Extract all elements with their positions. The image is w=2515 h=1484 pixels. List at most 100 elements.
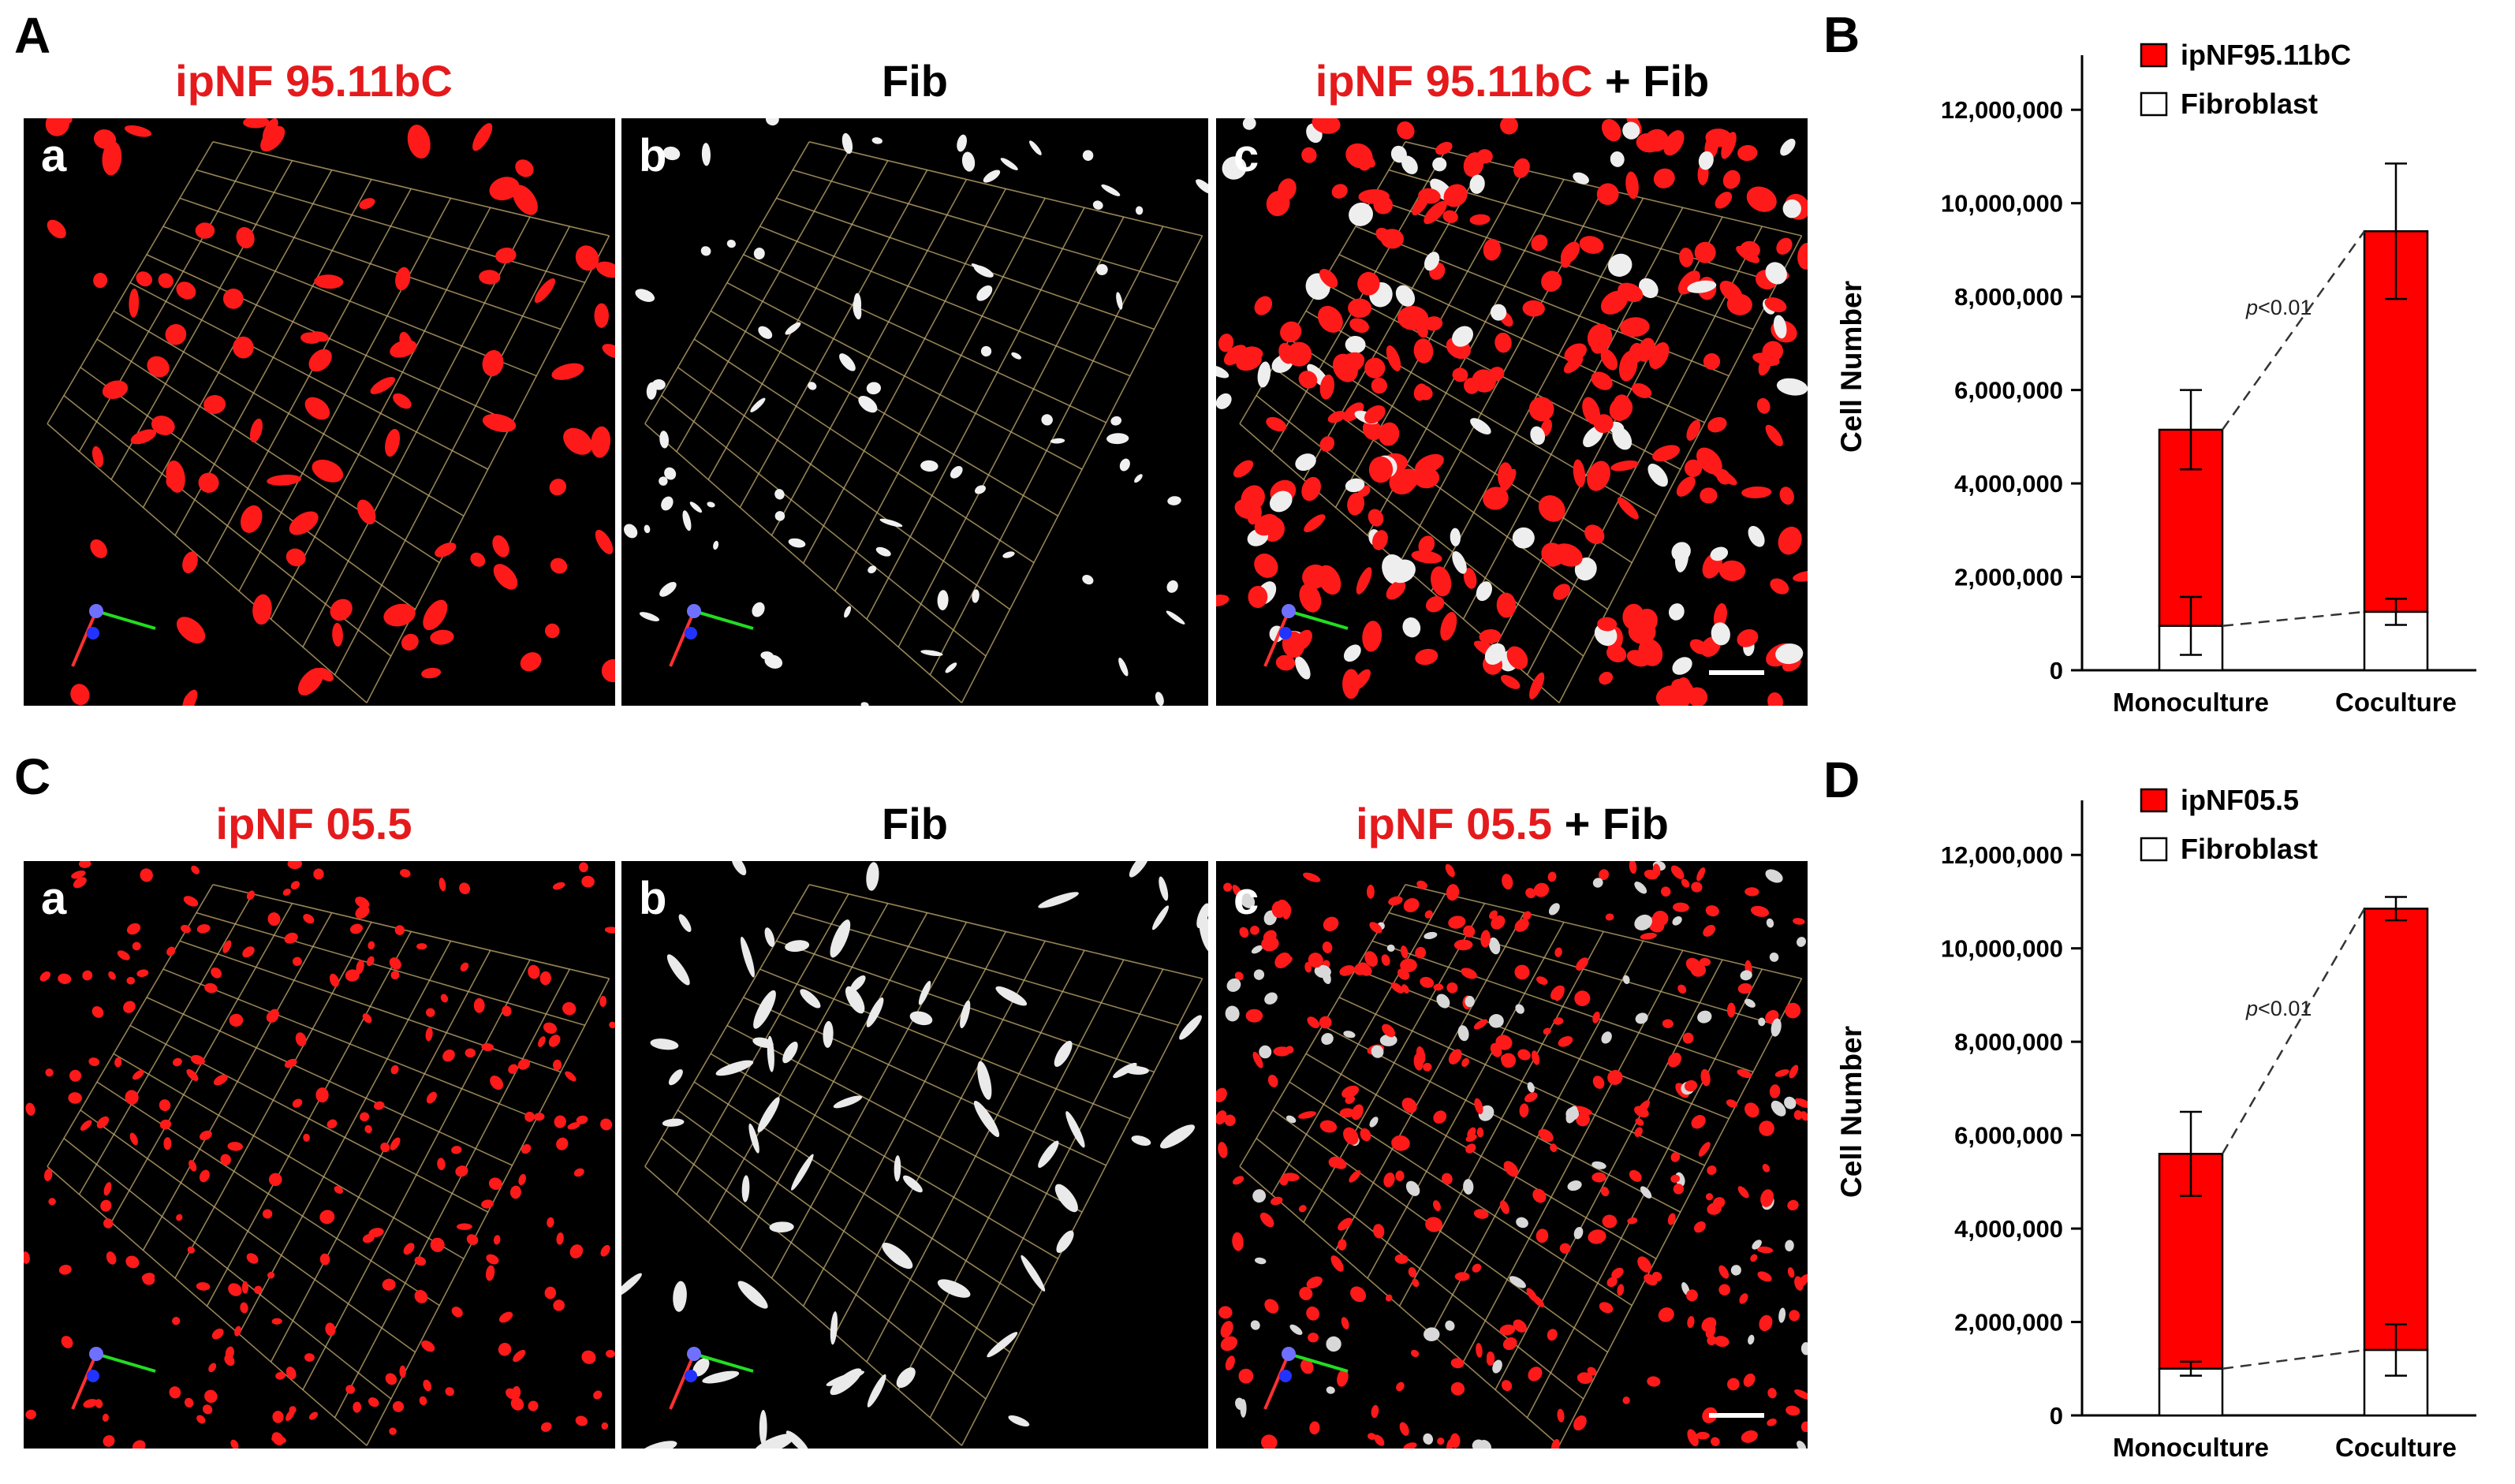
cell <box>644 524 651 534</box>
cell <box>1672 657 1692 675</box>
cell <box>151 416 175 435</box>
cell <box>882 1243 913 1270</box>
cell <box>1730 1265 1741 1276</box>
cell <box>1601 118 1621 142</box>
cell <box>753 990 776 1029</box>
cell <box>713 540 719 550</box>
sublabel: c <box>1233 873 1259 924</box>
cell <box>1722 170 1741 189</box>
cell <box>126 976 136 985</box>
cell <box>1401 1098 1417 1113</box>
cell <box>554 1115 566 1128</box>
cell <box>1248 585 1268 609</box>
cell <box>1588 1229 1606 1244</box>
cell <box>173 1057 182 1067</box>
cell <box>196 924 211 934</box>
cell <box>1690 963 1707 977</box>
cell <box>1524 1092 1538 1102</box>
cell <box>1242 118 1256 130</box>
cell <box>1573 1415 1587 1431</box>
cell <box>1216 364 1230 378</box>
cell <box>1651 445 1681 462</box>
grid <box>47 884 610 1446</box>
cell <box>103 1182 112 1196</box>
cell <box>1373 1224 1385 1239</box>
cell <box>682 510 692 531</box>
cell <box>1390 982 1404 994</box>
cell <box>1348 298 1372 319</box>
cell <box>830 919 851 958</box>
cell <box>267 474 301 486</box>
cell <box>659 476 668 486</box>
cell <box>1452 550 1467 574</box>
grid-line <box>866 207 1085 620</box>
cell <box>753 1434 795 1449</box>
cell <box>1309 1421 1320 1435</box>
cell <box>1082 575 1094 585</box>
cell <box>1531 234 1548 252</box>
cell <box>1500 118 1518 135</box>
cell <box>1408 1267 1417 1277</box>
axes-glyph <box>1263 1347 1349 1410</box>
panel-title-a-3: ipNF 95.11bC + Fib <box>1218 55 1806 106</box>
cell <box>1785 1002 1801 1019</box>
cells <box>45 118 615 706</box>
legend-swatch <box>2140 91 2168 117</box>
cell <box>640 1441 677 1449</box>
cell <box>230 1439 239 1449</box>
cell <box>1223 882 1233 892</box>
cell <box>455 1165 468 1177</box>
cell <box>1167 496 1181 505</box>
grid <box>644 141 1203 703</box>
cell <box>512 1385 521 1400</box>
cell <box>1374 1434 1385 1446</box>
cell <box>1764 297 1787 313</box>
axis-y-arrow <box>669 1353 696 1410</box>
cell <box>548 1035 561 1047</box>
cell <box>1526 1288 1538 1303</box>
micrograph-c-tumor: a <box>24 861 615 1449</box>
cell <box>1253 969 1265 980</box>
cell <box>1679 248 1694 267</box>
grid-line <box>1526 226 1763 676</box>
cell <box>421 667 442 679</box>
x-tick-label: Coculture <box>2335 688 2457 717</box>
cell <box>359 198 375 210</box>
cell <box>1401 945 1409 959</box>
cell <box>364 1124 372 1134</box>
cell <box>1166 580 1178 593</box>
cell <box>1450 1381 1465 1396</box>
cell <box>1718 1265 1730 1279</box>
cell <box>1599 869 1610 881</box>
cell <box>1726 1002 1736 1018</box>
cell <box>1391 1135 1410 1151</box>
cell <box>860 702 869 706</box>
cell <box>45 118 70 136</box>
cell <box>1601 1031 1612 1044</box>
cell <box>1240 1399 1247 1418</box>
micrograph-a-tumor: a <box>24 118 615 706</box>
cell <box>573 1168 584 1177</box>
cell <box>1662 1019 1674 1028</box>
grid-line <box>302 959 531 1390</box>
grid-line <box>644 423 963 703</box>
cell <box>1530 426 1546 446</box>
cell <box>1770 578 1789 595</box>
cell <box>488 1177 502 1190</box>
grid-line <box>334 968 570 1419</box>
cell <box>1232 1232 1244 1251</box>
cell <box>1261 1434 1278 1449</box>
cell <box>1490 304 1507 321</box>
cell <box>425 1027 433 1042</box>
cell <box>1502 1337 1517 1351</box>
cell <box>1737 144 1758 162</box>
cell <box>1295 656 1311 680</box>
cell <box>1597 617 1618 632</box>
cell <box>1319 436 1335 452</box>
cell <box>1224 1114 1236 1127</box>
panel-title-c-3: ipNF 05.5 + Fib <box>1218 798 1806 849</box>
cell <box>242 946 255 958</box>
cell <box>1797 937 1806 947</box>
cell <box>1446 884 1460 901</box>
cell <box>1626 650 1650 667</box>
